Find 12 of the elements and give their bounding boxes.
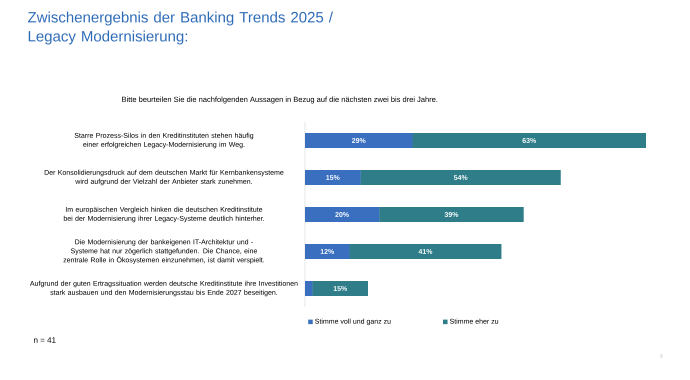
bar [305,133,412,148]
bar [305,281,312,296]
bar [305,244,350,260]
bar [305,207,380,222]
bar [412,133,646,148]
text: Zwischenergebnis der Banking Trends 2025 / Legacy Modernisierung: [28,12,333,44]
bar [360,170,561,186]
text: n = 41 [34,337,56,343]
bar [305,170,361,186]
bar [379,207,524,222]
bar [349,244,502,260]
bar [312,281,368,296]
